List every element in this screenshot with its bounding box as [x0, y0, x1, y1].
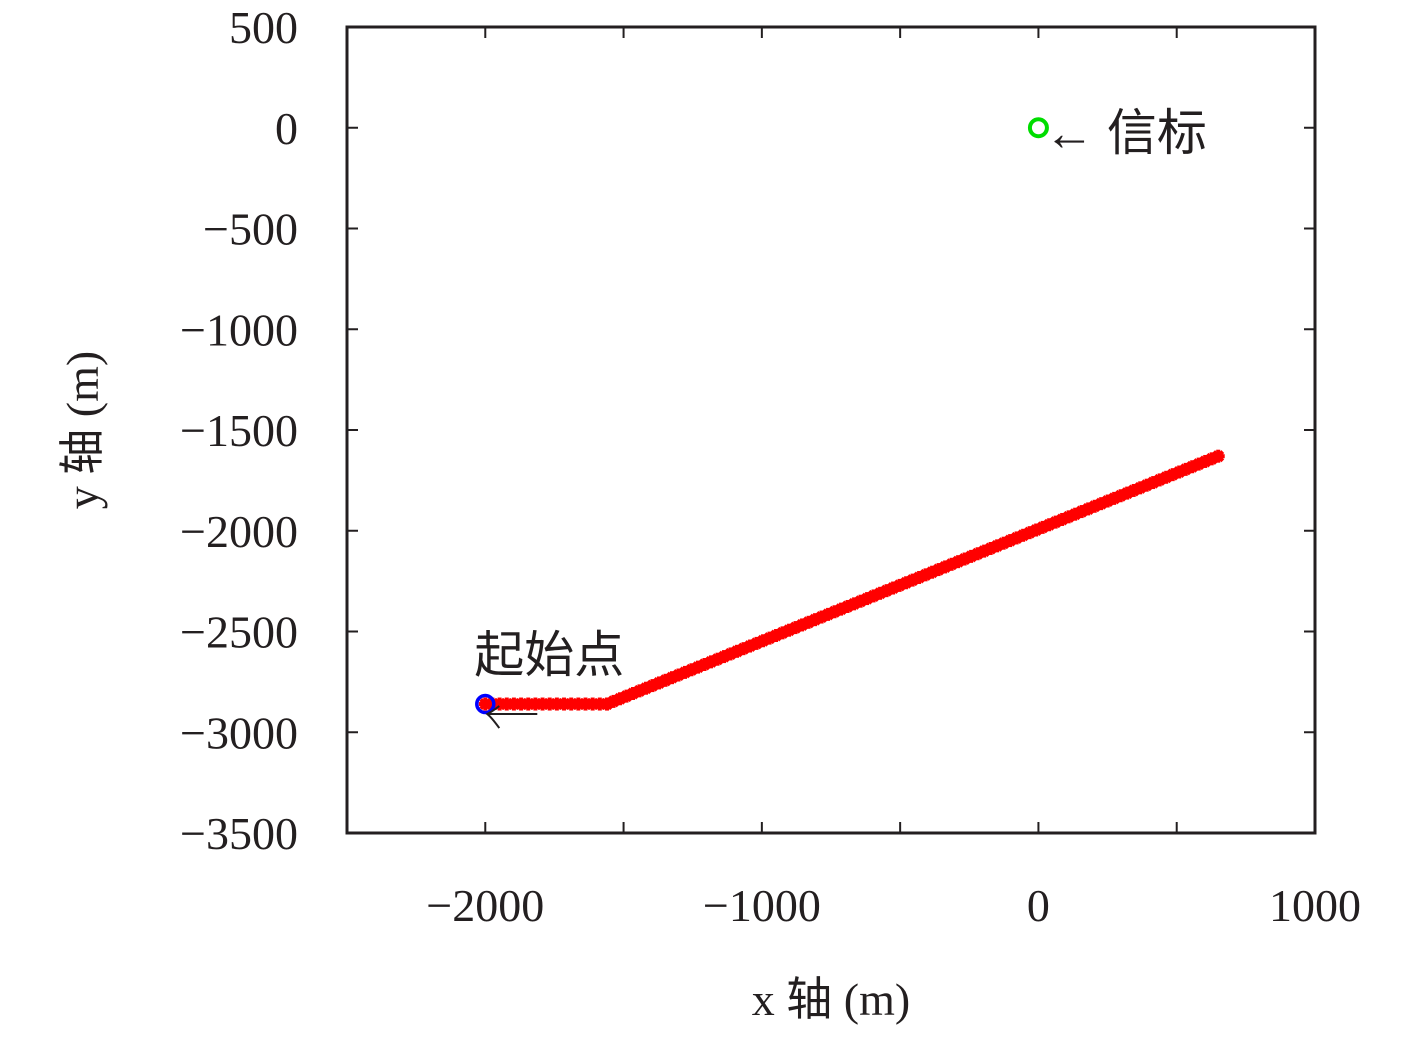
start-point-marker — [475, 693, 496, 715]
ticks: −2000 −1000 0 1000 500 0 −500 −1000 −1500 −2000 −2… — [180, 2, 1361, 931]
annotation-start-point: 起始点 — [474, 627, 624, 683]
y-tick-label: −1500 — [180, 405, 298, 456]
beacon-marker — [1027, 117, 1049, 139]
x-axis-label: x 轴 (m) — [752, 974, 910, 1025]
y-tick-label: 0 — [275, 103, 298, 154]
y-tick-label: −3500 — [180, 808, 298, 859]
x-tick-label: −2000 — [426, 880, 544, 931]
y-tick-label: 500 — [229, 2, 298, 53]
x-tick-label: 1000 — [1269, 880, 1361, 931]
y-tick-label: −3000 — [180, 707, 298, 758]
x-tick-label: −1000 — [703, 880, 821, 931]
data-marks — [475, 117, 1225, 715]
x-tick-label: 0 — [1027, 880, 1050, 931]
trajectory-point — [1211, 449, 1225, 463]
start-arrow — [485, 705, 538, 729]
annotation-beacon: ← 信标 — [1044, 105, 1207, 161]
y-tick-label: −500 — [203, 204, 298, 255]
y-axis-label: y 轴 (m) — [57, 351, 108, 509]
y-tick-label: −2000 — [180, 506, 298, 557]
y-tick-label: −1000 — [180, 304, 298, 355]
y-tick-label: −2500 — [180, 607, 298, 658]
